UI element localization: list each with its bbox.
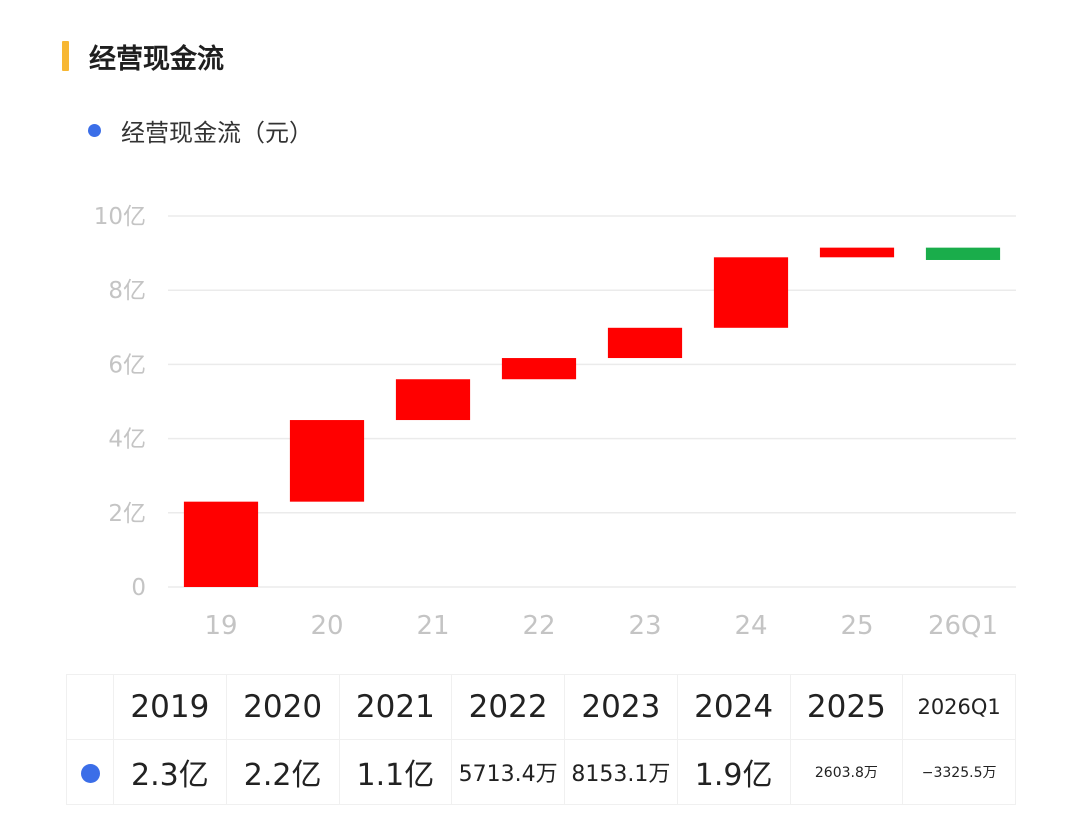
legend-label: 经营现金流（元） (121, 118, 313, 147)
value-cell-2026q1: −3325.5万 (902, 739, 1016, 805)
value-cell-2025: 2603.8万 (789, 739, 904, 805)
x-tick-label-25: 25 (840, 611, 873, 641)
x-tick-label-20: 20 (310, 611, 343, 641)
y-tick-label: 8亿 (108, 278, 146, 304)
y-tick-label: 6亿 (108, 352, 146, 378)
value-row-marker-cell (66, 739, 114, 805)
y-tick-label: 10亿 (94, 204, 146, 230)
year-cell-2023: 2023 (564, 674, 678, 740)
year-cell-2025: 2025 (789, 674, 904, 740)
y-tick-label: 0 (131, 575, 146, 601)
bar-22 (501, 358, 577, 380)
y-tick-label: 2亿 (108, 501, 146, 527)
value-cell-2022: 5713.4万 (451, 739, 565, 805)
value-cell-2024: 1.9亿 (676, 739, 791, 805)
x-tick-label-21: 21 (416, 611, 449, 641)
x-tick-label-24: 24 (734, 611, 767, 641)
value-cell-2020: 2.2亿 (225, 739, 340, 805)
bar-26Q1 (925, 247, 1001, 260)
bar-20 (289, 420, 365, 502)
bar-25 (819, 247, 895, 258)
x-tick-label-26Q1: 26Q1 (928, 611, 998, 641)
value-cell-2023: 8153.1万 (564, 739, 678, 805)
series-dot-icon (80, 763, 100, 783)
year-cell-2021: 2021 (338, 674, 453, 740)
section-accent-bar (62, 41, 69, 71)
value-cell-2019: 2.3亿 (113, 739, 227, 805)
value-row: 2.3亿 2.2亿 1.1亿 5713.4万 8153.1万 1.9亿 2603… (66, 739, 1016, 805)
year-cell-2019: 2019 (113, 674, 227, 740)
year-cell-2026q1: 2026Q1 (902, 674, 1016, 740)
bar-23 (607, 327, 683, 359)
year-cell-2022: 2022 (451, 674, 565, 740)
year-cell-2024: 2024 (676, 674, 791, 740)
grid-layer (168, 215, 1016, 588)
bar-24 (713, 257, 789, 328)
data-table: 2019 2020 2021 2022 2023 2024 2025 2026Q… (66, 674, 1016, 805)
chart-legend[interactable]: 经营现金流（元） (88, 112, 313, 148)
waterfall-chart: 0 2亿 4亿 6亿 8亿 10亿 19 20 21 22 23 24 25 26Q1 (94, 204, 1016, 641)
x-tick-label-23: 23 (628, 611, 661, 641)
section-title: 经营现金流 (89, 43, 224, 75)
x-tick-label-19: 19 (204, 611, 237, 641)
bar-19 (183, 501, 259, 587)
section-header: 经营现金流 (62, 38, 224, 75)
value-cell-2021: 1.1亿 (338, 739, 453, 805)
year-cell-2020: 2020 (225, 674, 340, 740)
legend-dot-icon (88, 123, 101, 137)
y-axis-labels: 0 2亿 4亿 6亿 8亿 10亿 (94, 204, 146, 601)
year-row: 2019 2020 2021 2022 2023 2024 2025 2026Q… (66, 674, 1016, 740)
bar-layer (183, 247, 1001, 587)
x-tick-label-22: 22 (522, 611, 555, 641)
year-row-marker-cell (66, 674, 114, 740)
y-tick-label: 4亿 (108, 427, 146, 453)
bar-21 (395, 379, 471, 421)
x-axis-labels: 19 20 21 22 23 24 25 26Q1 (204, 611, 998, 641)
